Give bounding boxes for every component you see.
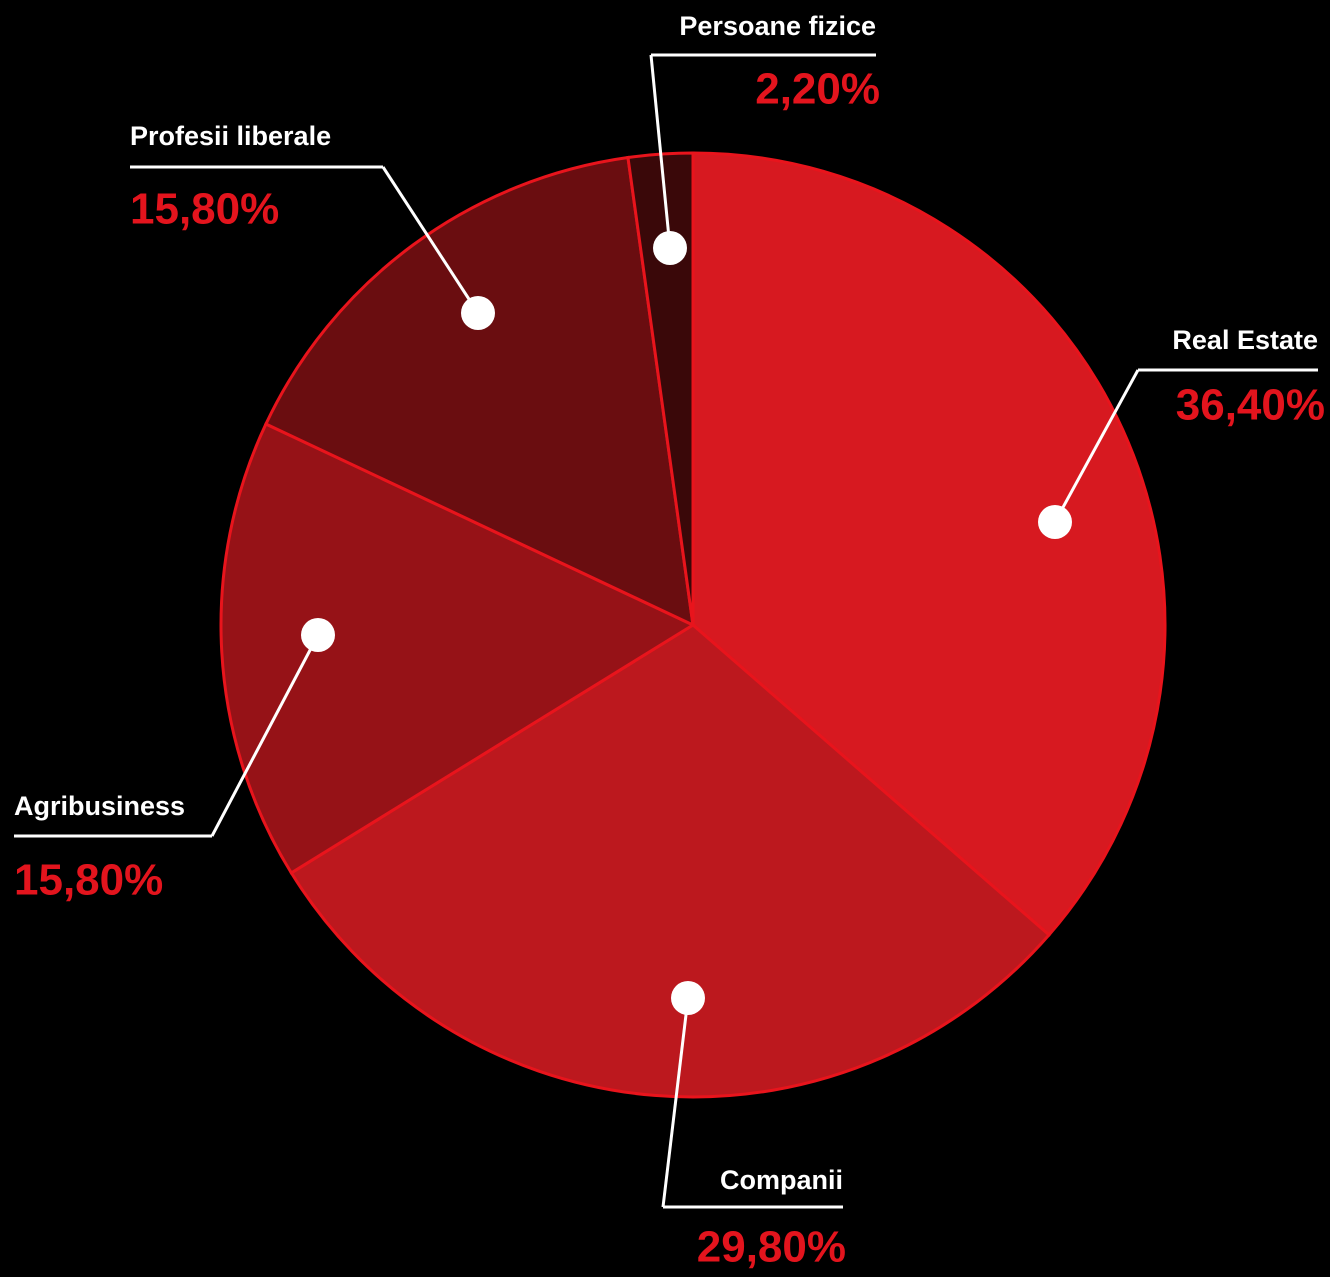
leader-line bbox=[210, 634, 320, 837]
slice-value: 36,40% bbox=[1176, 381, 1325, 430]
pie-slice bbox=[289, 623, 1052, 1099]
slice-name: Persoane fizice bbox=[679, 11, 876, 41]
leader-dot bbox=[461, 296, 495, 330]
slice-name: Profesii liberale bbox=[130, 121, 331, 151]
slice-name: Companii bbox=[720, 1165, 843, 1195]
leader-line bbox=[381, 166, 480, 314]
leader-dot bbox=[301, 618, 335, 652]
slice-value: 15,80% bbox=[130, 185, 279, 234]
pie-slice bbox=[219, 422, 697, 875]
leader-line bbox=[661, 997, 690, 1208]
slice-value: 15,80% bbox=[14, 856, 163, 905]
leader-line bbox=[649, 54, 672, 249]
slice-value: 29,80% bbox=[697, 1223, 846, 1272]
pie-slice bbox=[691, 151, 1167, 938]
leader-dot bbox=[671, 981, 705, 1015]
slice-name: Agribusiness bbox=[14, 791, 185, 821]
leader-dot bbox=[1038, 505, 1072, 539]
pie-slice bbox=[263, 155, 695, 628]
leader-line bbox=[1053, 369, 1140, 523]
slice-value: 2,20% bbox=[755, 65, 880, 114]
leader-dot bbox=[653, 231, 687, 265]
slice-name: Real Estate bbox=[1172, 325, 1318, 355]
